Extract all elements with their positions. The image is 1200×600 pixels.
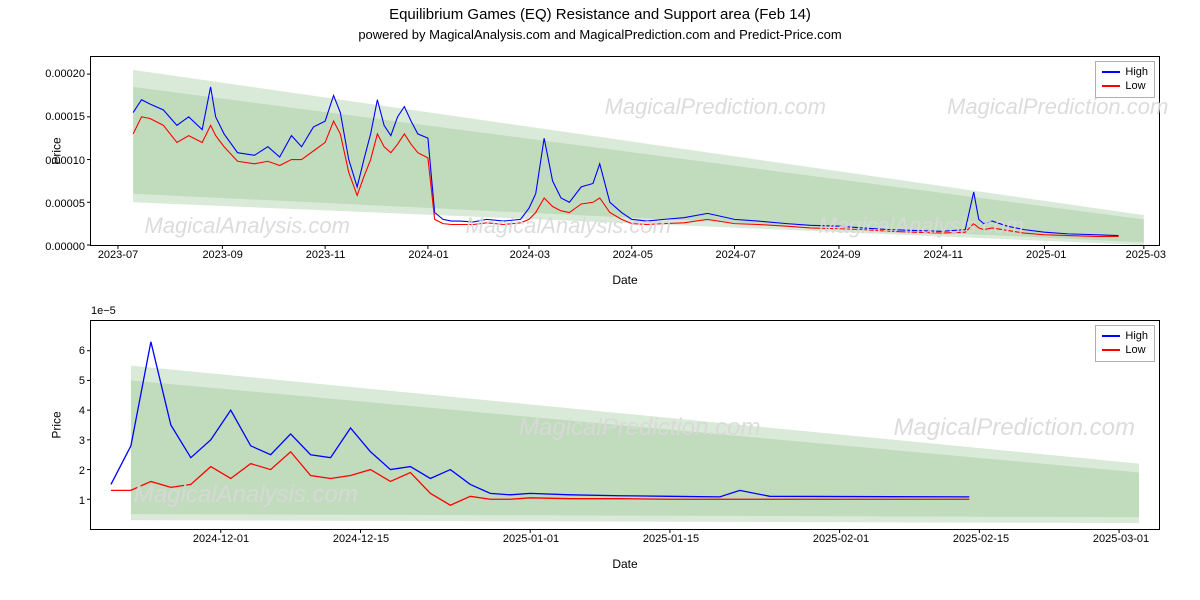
page: Equilibrium Games (EQ) Resistance and Su… <box>0 0 1200 600</box>
chart-bottom-plot-area: MagicalAnalysis.comMagicalPrediction.com… <box>90 320 1160 530</box>
chart-bottom-xtick-label: 2024-12-15 <box>333 529 389 545</box>
chart-bottom-xtick-label: 2025-02-01 <box>813 529 869 545</box>
chart-bottom-ytick-label: 6 <box>79 345 91 357</box>
chart-bottom-y-exponent: 1e−5 <box>91 305 116 317</box>
chart-bottom-legend-swatch <box>1102 335 1120 337</box>
chart-bottom-ylabel: Price <box>50 411 64 438</box>
chart-bottom-legend-swatch <box>1102 349 1120 351</box>
chart-bottom-legend-row: High <box>1102 329 1148 343</box>
chart-bottom-legend-label: High <box>1125 329 1148 343</box>
chart-bottom-legend-row: Low <box>1102 343 1148 357</box>
chart-bottom-legend-label: Low <box>1125 343 1145 357</box>
chart-bottom-xtick-label: 2024-12-01 <box>193 529 249 545</box>
chart-bottom-xlabel: Date <box>612 557 637 571</box>
chart-bottom-ytick-label: 2 <box>79 465 91 477</box>
chart-bottom-ytick-label: 1 <box>79 495 91 507</box>
chart-bottom-legend: HighLow <box>1095 325 1155 362</box>
chart-bottom-support-band <box>131 380 1139 517</box>
chart-bottom-xtick-label: 2025-01-15 <box>643 529 699 545</box>
chart-bottom-xtick-label: 2025-01-01 <box>503 529 559 545</box>
chart-bottom-xtick-label: 2025-03-01 <box>1093 529 1149 545</box>
chart-bottom-svg <box>91 321 1159 529</box>
chart-bottom: MagicalAnalysis.comMagicalPrediction.com… <box>0 0 1200 600</box>
chart-bottom-ytick-label: 3 <box>79 435 91 447</box>
chart-bottom-ytick-label: 5 <box>79 375 91 387</box>
chart-bottom-ytick-label: 4 <box>79 405 91 417</box>
chart-bottom-xtick-label: 2025-02-15 <box>953 529 1009 545</box>
